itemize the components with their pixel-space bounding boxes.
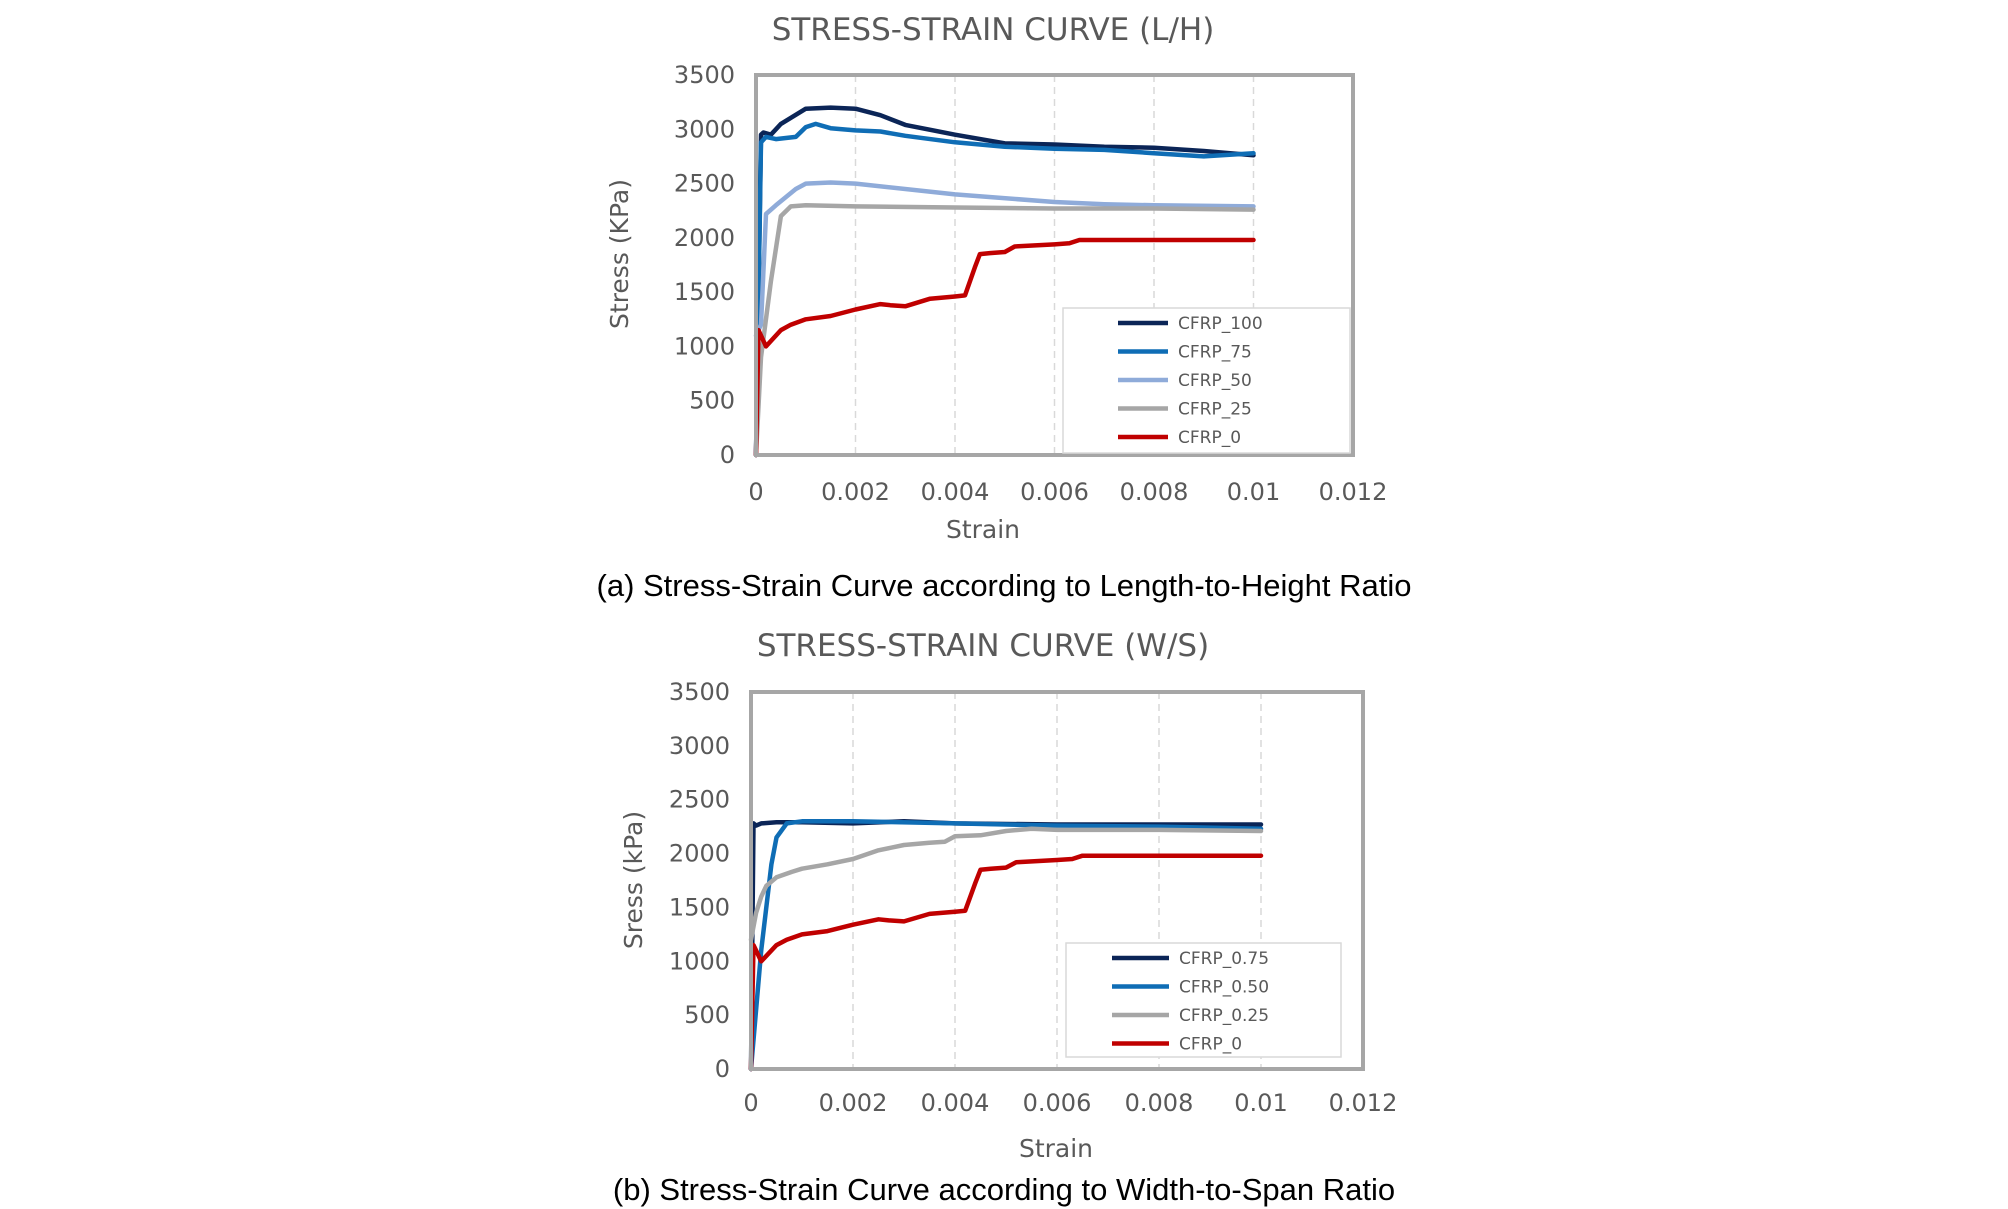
y-tick-label: 2000 — [669, 840, 730, 868]
series-line-cfrp-100 — [753, 105, 1256, 458]
y-tick-label: 0 — [720, 441, 735, 469]
x-tick-label: 0.012 — [1319, 478, 1388, 506]
y-tick-label: 2500 — [674, 170, 735, 198]
y-tick-label: 1500 — [669, 893, 730, 921]
plot-area-frame — [749, 690, 1365, 1071]
legend-label: CFRP_0 — [1178, 428, 1241, 448]
chart-length-to-height: STRESS-STRAIN CURVE (L/H) 0 500 1000 1500 20… — [597, 12, 1412, 603]
plot-area-frame — [754, 73, 1355, 457]
series-line-cfrp-25 — [753, 203, 1256, 458]
chart-title: STRESS-STRAIN CURVE (W/S) — [757, 628, 1209, 664]
legend-label: CFRP_75 — [1178, 343, 1252, 363]
y-tick-label: 3000 — [669, 732, 730, 760]
chart-title: STRESS-STRAIN CURVE (L/H) — [772, 12, 1215, 48]
x-tick-label: 0.012 — [1329, 1089, 1398, 1117]
legend-item: CFRP_25 — [1118, 400, 1252, 420]
legend-entries: CFRP_0.75 CFRP_0.50 CFRP_0.25 CFRP_0 — [1112, 949, 1269, 1055]
y-tick-label: 500 — [689, 387, 735, 415]
chart-width-to-span: STRESS-STRAIN CURVE (W/S) 0 500 1000 1500 20… — [613, 628, 1397, 1207]
legend-item: CFRP_75 — [1118, 343, 1252, 363]
y-tick-label: 2000 — [674, 224, 735, 252]
legend-label: CFRP_0.25 — [1179, 1006, 1269, 1026]
legend-label: CFRP_0 — [1179, 1035, 1242, 1055]
x-tick-label: 0.004 — [921, 478, 990, 506]
series-line-cfrp-75 — [753, 121, 1256, 458]
x-tick-label: 0 — [748, 478, 763, 506]
y-tick-label: 3000 — [674, 115, 735, 143]
y-tick-label: 3500 — [669, 678, 730, 706]
legend-item: CFRP_0.75 — [1112, 949, 1269, 969]
x-tick-labels: 0 0.002 0.004 0.006 0.008 0.01 0.012 — [748, 478, 1387, 506]
y-tick-label: 1000 — [674, 332, 735, 360]
legend-label: CFRP_25 — [1178, 400, 1252, 420]
y-tick-labels: 0 500 1000 1500 2000 2500 3000 3500 — [669, 678, 730, 1083]
x-tick-label: 0.006 — [1023, 1089, 1092, 1117]
legend-label: CFRP_0.75 — [1179, 949, 1269, 969]
x-tick-label: 0.008 — [1125, 1089, 1194, 1117]
series-line-cfrp-0 — [748, 853, 1264, 1072]
legend-item: CFRP_0 — [1118, 428, 1241, 448]
caption: (b) Stress-Strain Curve according to Wid… — [613, 1172, 1395, 1207]
legend-item: CFRP_0 — [1112, 1035, 1242, 1055]
series-lines — [748, 819, 1264, 1072]
y-tick-label: 3500 — [674, 61, 735, 89]
legend-item: CFRP_0.25 — [1112, 1006, 1269, 1026]
y-tick-label: 2500 — [669, 786, 730, 814]
legend-entries: CFRP_100 CFRP_75 CFRP_50 CFRP_25 CFRP_0 — [1118, 314, 1263, 448]
x-tick-label: 0.008 — [1120, 478, 1189, 506]
x-axis-title: Strain — [1019, 1134, 1093, 1163]
caption: (a) Stress-Strain Curve according to Len… — [597, 568, 1412, 603]
series-lines — [753, 105, 1256, 458]
x-tick-label: 0.004 — [921, 1089, 990, 1117]
legend-label: CFRP_100 — [1178, 314, 1263, 334]
y-tick-label: 1500 — [674, 278, 735, 306]
series-line-cfrp-0-25 — [748, 826, 1264, 942]
y-axis-title: Stress (KPa) — [605, 179, 634, 329]
legend-item: CFRP_0.50 — [1112, 978, 1269, 998]
y-tick-label: 0 — [715, 1055, 730, 1083]
series-line-cfrp-50 — [753, 180, 1256, 338]
series-line-cfrp-0 — [753, 237, 1256, 458]
legend-label: CFRP_50 — [1178, 371, 1252, 391]
x-tick-label: 0 — [743, 1089, 758, 1117]
legend: CFRP_100 CFRP_75 CFRP_50 CFRP_25 CFRP_0 — [1062, 307, 1351, 454]
x-tick-label: 0.002 — [819, 1089, 888, 1117]
legend-item: CFRP_100 — [1118, 314, 1263, 334]
x-axis-title: Strain — [946, 515, 1020, 544]
x-tick-label: 0.01 — [1227, 478, 1280, 506]
y-tick-label: 1000 — [669, 947, 730, 975]
y-axis-title: Sress (kPa) — [619, 811, 648, 949]
legend-box — [1062, 307, 1351, 454]
y-tick-labels: 0 500 1000 1500 2000 2500 3000 3500 — [674, 61, 735, 469]
series-line-cfrp-0-50 — [748, 819, 1264, 1072]
x-tick-labels: 0 0.002 0.004 0.006 0.008 0.01 0.012 — [743, 1089, 1397, 1117]
legend: CFRP_0.75 CFRP_0.50 CFRP_0.25 CFRP_0 — [1065, 942, 1342, 1058]
legend-item: CFRP_50 — [1118, 371, 1252, 391]
x-tick-label: 0.006 — [1020, 478, 1089, 506]
legend-label: CFRP_0.50 — [1179, 978, 1269, 998]
x-tick-label: 0.01 — [1234, 1089, 1287, 1117]
legend-box — [1065, 942, 1342, 1058]
x-tick-label: 0.002 — [821, 478, 890, 506]
y-tick-label: 500 — [684, 1001, 730, 1029]
